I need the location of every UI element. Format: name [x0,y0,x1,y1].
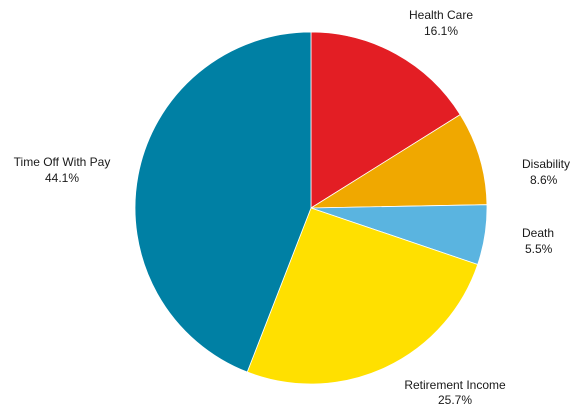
slice-labels: Health Care 16.1% Disability 8.6% Death … [14,8,570,406]
pie-slice-health-care [310,31,461,209]
pie-slices [134,31,488,385]
pie-slice-disability [309,114,488,209]
slice-value-death: 5.5% [525,242,553,256]
slice-value-health-care: 16.1% [424,24,458,38]
slice-value-retirement-income: 25.7% [438,393,472,406]
slice-label-time-off-with-pay: Time Off With Pay [14,155,111,169]
slice-label-retirement-income: Retirement Income [404,378,506,392]
slice-label-disability: Disability [522,157,570,171]
pie-slice-time-off-with-pay [134,31,312,373]
slice-label-health-care: Health Care [409,8,473,22]
slice-value-time-off-with-pay: 44.1% [45,171,79,185]
slice-label-death: Death [522,226,554,240]
pie-slice-retirement-income [246,207,479,385]
slice-value-disability: 8.6% [530,173,558,187]
